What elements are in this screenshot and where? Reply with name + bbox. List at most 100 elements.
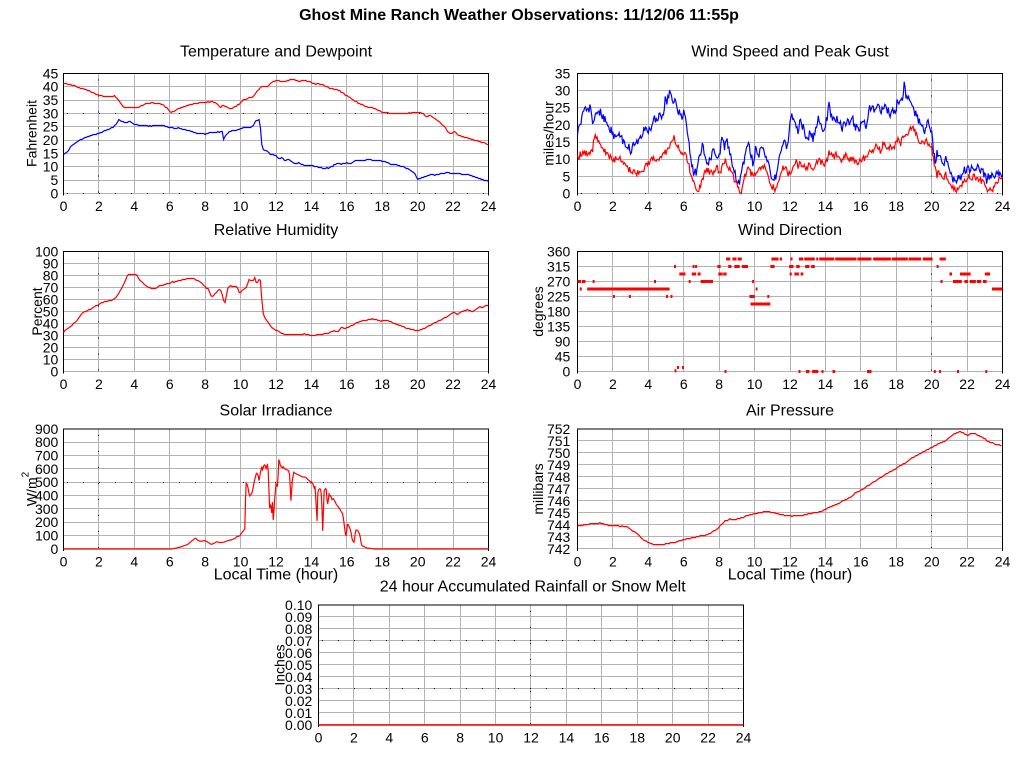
svg-text:20: 20: [410, 376, 426, 392]
svg-text:14: 14: [818, 554, 834, 570]
svg-text:22: 22: [445, 376, 461, 392]
svg-text:30: 30: [43, 105, 59, 121]
svg-text:14: 14: [304, 198, 320, 214]
svg-text:45: 45: [555, 348, 571, 364]
svg-text:5: 5: [563, 168, 571, 184]
svg-text:20: 20: [43, 132, 59, 148]
svg-text:4: 4: [644, 198, 652, 214]
svg-text:0: 0: [60, 198, 68, 214]
svg-text:2: 2: [95, 198, 103, 214]
svg-text:14: 14: [304, 554, 320, 570]
svg-text:10: 10: [747, 376, 763, 392]
svg-text:18: 18: [888, 376, 904, 392]
svg-text:0.07: 0.07: [285, 633, 312, 649]
svg-text:22: 22: [700, 730, 716, 746]
svg-text:180: 180: [547, 303, 571, 319]
svg-text:18: 18: [374, 376, 390, 392]
svg-text:4: 4: [385, 730, 393, 746]
svg-text:25: 25: [555, 100, 571, 116]
svg-text:24: 24: [995, 554, 1011, 570]
svg-text:0: 0: [574, 554, 582, 570]
svg-text:24: 24: [481, 198, 497, 214]
svg-text:4: 4: [644, 376, 652, 392]
svg-text:745: 745: [547, 505, 571, 521]
svg-text:degrees: degrees: [530, 286, 546, 337]
svg-text:6: 6: [421, 730, 429, 746]
svg-text:742: 742: [547, 541, 571, 557]
svg-text:16: 16: [853, 554, 869, 570]
svg-text:0.02: 0.02: [285, 693, 312, 709]
svg-text:749: 749: [547, 457, 571, 473]
svg-text:0.08: 0.08: [285, 621, 312, 637]
svg-text:6: 6: [680, 198, 688, 214]
svg-text:743: 743: [547, 529, 571, 545]
svg-text:20: 20: [43, 339, 59, 355]
svg-text:14: 14: [818, 376, 834, 392]
svg-text:Inches: Inches: [272, 644, 288, 685]
svg-text:35: 35: [555, 65, 571, 81]
svg-text:744: 744: [547, 517, 571, 533]
svg-text:20: 20: [665, 730, 681, 746]
svg-text:4: 4: [130, 376, 138, 392]
svg-text:0: 0: [574, 376, 582, 392]
svg-text:8: 8: [715, 198, 723, 214]
svg-text:12: 12: [268, 554, 284, 570]
svg-text:12: 12: [268, 376, 284, 392]
svg-text:12: 12: [268, 198, 284, 214]
svg-text:18: 18: [888, 198, 904, 214]
svg-text:2: 2: [350, 730, 358, 746]
svg-text:300: 300: [35, 501, 59, 517]
svg-text:0.04: 0.04: [285, 669, 312, 685]
svg-text:0: 0: [563, 185, 571, 201]
svg-text:W/m2: W/m2: [21, 471, 40, 506]
svg-text:90: 90: [43, 255, 59, 271]
svg-text:18: 18: [629, 730, 645, 746]
svg-text:24: 24: [481, 376, 497, 392]
svg-text:0.01: 0.01: [285, 705, 312, 721]
svg-text:70: 70: [43, 279, 59, 295]
svg-text:270: 270: [547, 273, 571, 289]
svg-text:10: 10: [233, 198, 249, 214]
svg-text:100: 100: [35, 243, 59, 259]
svg-text:22: 22: [959, 554, 975, 570]
svg-text:22: 22: [445, 198, 461, 214]
svg-text:Local Time (hour): Local Time (hour): [214, 567, 339, 584]
svg-text:2: 2: [95, 376, 103, 392]
svg-text:900: 900: [35, 421, 59, 437]
svg-text:6: 6: [680, 554, 688, 570]
svg-text:2: 2: [609, 554, 617, 570]
svg-text:4: 4: [644, 554, 652, 570]
svg-text:20: 20: [410, 198, 426, 214]
svg-text:10: 10: [747, 554, 763, 570]
svg-text:500: 500: [35, 474, 59, 490]
svg-text:20: 20: [555, 117, 571, 133]
svg-text:80: 80: [43, 267, 59, 283]
svg-text:750: 750: [547, 445, 571, 461]
svg-text:4: 4: [130, 198, 138, 214]
svg-text:25: 25: [43, 119, 59, 135]
svg-text:30: 30: [43, 327, 59, 343]
svg-text:18: 18: [888, 554, 904, 570]
svg-text:10: 10: [488, 730, 504, 746]
svg-text:24: 24: [736, 730, 752, 746]
svg-text:millibars: millibars: [530, 463, 546, 514]
svg-text:400: 400: [35, 488, 59, 504]
svg-text:10: 10: [233, 554, 249, 570]
svg-text:10: 10: [747, 198, 763, 214]
svg-text:20: 20: [924, 376, 940, 392]
svg-text:10: 10: [43, 159, 59, 175]
svg-text:16: 16: [339, 554, 355, 570]
svg-text:8: 8: [715, 376, 723, 392]
svg-text:360: 360: [547, 243, 571, 259]
svg-text:800: 800: [35, 434, 59, 450]
svg-text:0: 0: [51, 541, 59, 557]
svg-text:135: 135: [547, 318, 571, 334]
svg-text:Wind Speed and Peak Gust: Wind Speed and Peak Gust: [691, 43, 889, 60]
svg-text:0.03: 0.03: [285, 681, 312, 697]
svg-text:12: 12: [782, 554, 798, 570]
svg-text:30: 30: [555, 83, 571, 99]
svg-text:225: 225: [547, 288, 571, 304]
svg-text:40: 40: [43, 315, 59, 331]
svg-text:700: 700: [35, 448, 59, 464]
svg-text:Relative Humidity: Relative Humidity: [214, 222, 338, 239]
